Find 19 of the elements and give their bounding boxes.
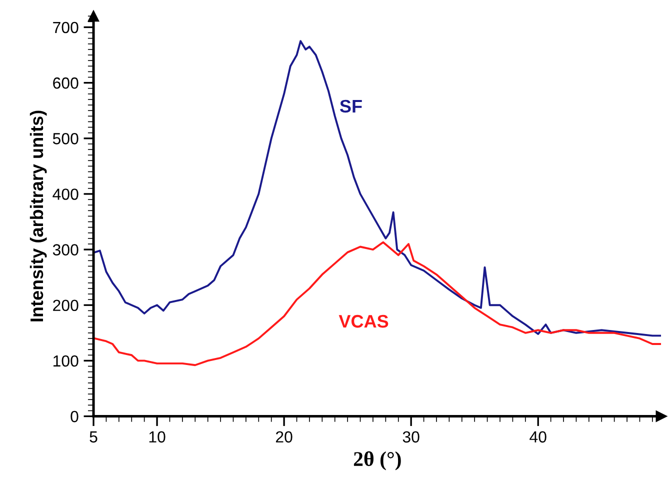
y-tick-label: 700 <box>53 22 78 34</box>
y-axis-title: Intensity (arbitrary units) <box>30 110 47 322</box>
line-series <box>94 241 662 366</box>
series-label: SF <box>340 100 362 113</box>
x-tick-label: 30 <box>402 431 420 443</box>
x-tick-label: 5 <box>90 431 98 443</box>
x-axis-title: 2θ (°) <box>354 451 401 470</box>
y-tick-label: 400 <box>52 188 78 200</box>
y-tick-label: 100 <box>54 355 78 367</box>
y-tick-label: 600 <box>53 77 78 89</box>
y-tick-label: 500 <box>52 133 78 144</box>
y-tick-label: 200 <box>53 300 78 312</box>
y-tick-label: 300 <box>52 244 78 256</box>
x-tick-label: 40 <box>530 431 546 443</box>
text: VCAS <box>338 314 388 328</box>
y-tick-label: 0 <box>70 410 78 422</box>
x-tick-label: 20 <box>276 431 292 443</box>
line-series <box>94 40 662 337</box>
x-tick-label: 10 <box>149 431 166 443</box>
